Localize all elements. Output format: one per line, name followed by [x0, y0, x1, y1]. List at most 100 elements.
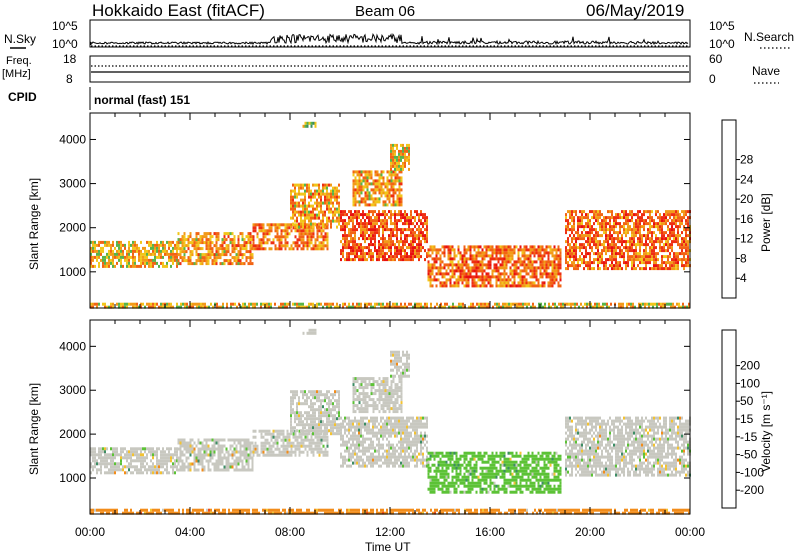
echo-cell [396, 255, 398, 259]
echo-cell [94, 255, 96, 259]
echo-cell [498, 305, 500, 309]
echo-cell [647, 237, 649, 241]
echo-cell [310, 238, 313, 242]
echo-cell [90, 255, 92, 259]
echo-cell [296, 511, 298, 515]
echo-cell [485, 272, 488, 276]
echo-cell [633, 234, 635, 238]
echo-cell [170, 465, 172, 469]
echo-cell [497, 278, 500, 282]
echo-cell [235, 256, 238, 260]
echo-cell [404, 228, 406, 232]
echo-cell [533, 254, 536, 258]
echo-cell [404, 158, 406, 162]
echo-cell [552, 508, 554, 512]
echo-cell [352, 170, 355, 174]
echo-cell [112, 456, 114, 460]
echo-cell [205, 247, 208, 251]
echo-cell [136, 447, 138, 451]
echo-cell [198, 511, 200, 515]
echo-cell [362, 508, 364, 512]
echo-cell [396, 197, 399, 201]
echo-cell [529, 251, 532, 255]
echo-cell [188, 511, 190, 515]
echo-cell [172, 261, 174, 265]
echo-cell [144, 246, 146, 250]
echo-cell [213, 444, 216, 448]
echo-cell [148, 450, 150, 454]
echo-cell [223, 241, 226, 245]
echo-cell [350, 216, 352, 220]
echo-cell [318, 183, 320, 187]
echo-cell [366, 252, 368, 256]
echo-cell [209, 253, 212, 257]
echo-cell [100, 456, 102, 460]
echo-cell [172, 305, 174, 309]
echo-cell [396, 158, 398, 162]
echo-cell [249, 250, 252, 254]
echo-cell [134, 246, 136, 250]
echo-cell [366, 222, 368, 226]
echo-cell [626, 305, 628, 309]
echo-cell [354, 249, 356, 253]
echo-cell [606, 511, 608, 515]
echo-cell [134, 249, 136, 253]
echo-cell [330, 508, 332, 512]
echo-cell [201, 238, 204, 242]
echo-cell [659, 246, 661, 250]
echo-cell [308, 183, 310, 187]
echo-cell [92, 305, 94, 309]
cpid-text: normal (fast) 151 [94, 93, 190, 107]
echo-cell [348, 252, 350, 256]
echo-cell [189, 232, 192, 236]
echo-cell [491, 257, 494, 261]
echo-cell [249, 235, 252, 239]
echo-cell [364, 203, 367, 207]
echo-cell [284, 305, 286, 309]
echo-cell [328, 210, 330, 214]
echo-cell [386, 511, 388, 515]
echo-cell [368, 219, 370, 223]
echo-cell [497, 260, 500, 264]
echo-cell [306, 186, 308, 190]
echo-cell [571, 252, 573, 256]
echo-cell [682, 508, 684, 512]
echo-cell [284, 511, 286, 515]
echo-cell [199, 453, 202, 457]
echo-cell [209, 256, 212, 260]
echo-cell [418, 255, 420, 259]
echo-cell [179, 238, 182, 242]
echo-cell [352, 222, 354, 226]
echo-cell [575, 246, 577, 250]
echo-cell [431, 278, 434, 282]
echo-cell [384, 213, 386, 217]
echo-cell [172, 471, 174, 475]
echo-cell [176, 258, 178, 262]
echo-cell [501, 260, 504, 264]
echo-cell [260, 241, 263, 245]
echo-cell [633, 213, 635, 217]
echo-cell [258, 244, 261, 248]
echo-cell [364, 231, 366, 235]
echo-cell [202, 305, 204, 309]
echo-cell [230, 511, 232, 515]
echo-cell [470, 511, 472, 515]
echo-cell [362, 179, 365, 183]
echo-cell [394, 155, 396, 159]
echo-cell [358, 255, 360, 259]
echo-cell [102, 255, 104, 259]
echo-cell [637, 252, 639, 256]
echo-cell [675, 267, 677, 271]
echo-cell [660, 305, 662, 309]
echo-cell [296, 223, 299, 227]
echo-cell [318, 247, 321, 251]
echo-cell [639, 219, 641, 223]
echo-cell [615, 267, 617, 271]
echo-cell [270, 223, 273, 227]
echo-cell [378, 200, 381, 204]
echo-cell [294, 302, 296, 306]
echo-cell [673, 267, 675, 271]
echo-cell [677, 240, 679, 244]
echo-cell [386, 182, 389, 186]
echo-cell [118, 302, 120, 306]
